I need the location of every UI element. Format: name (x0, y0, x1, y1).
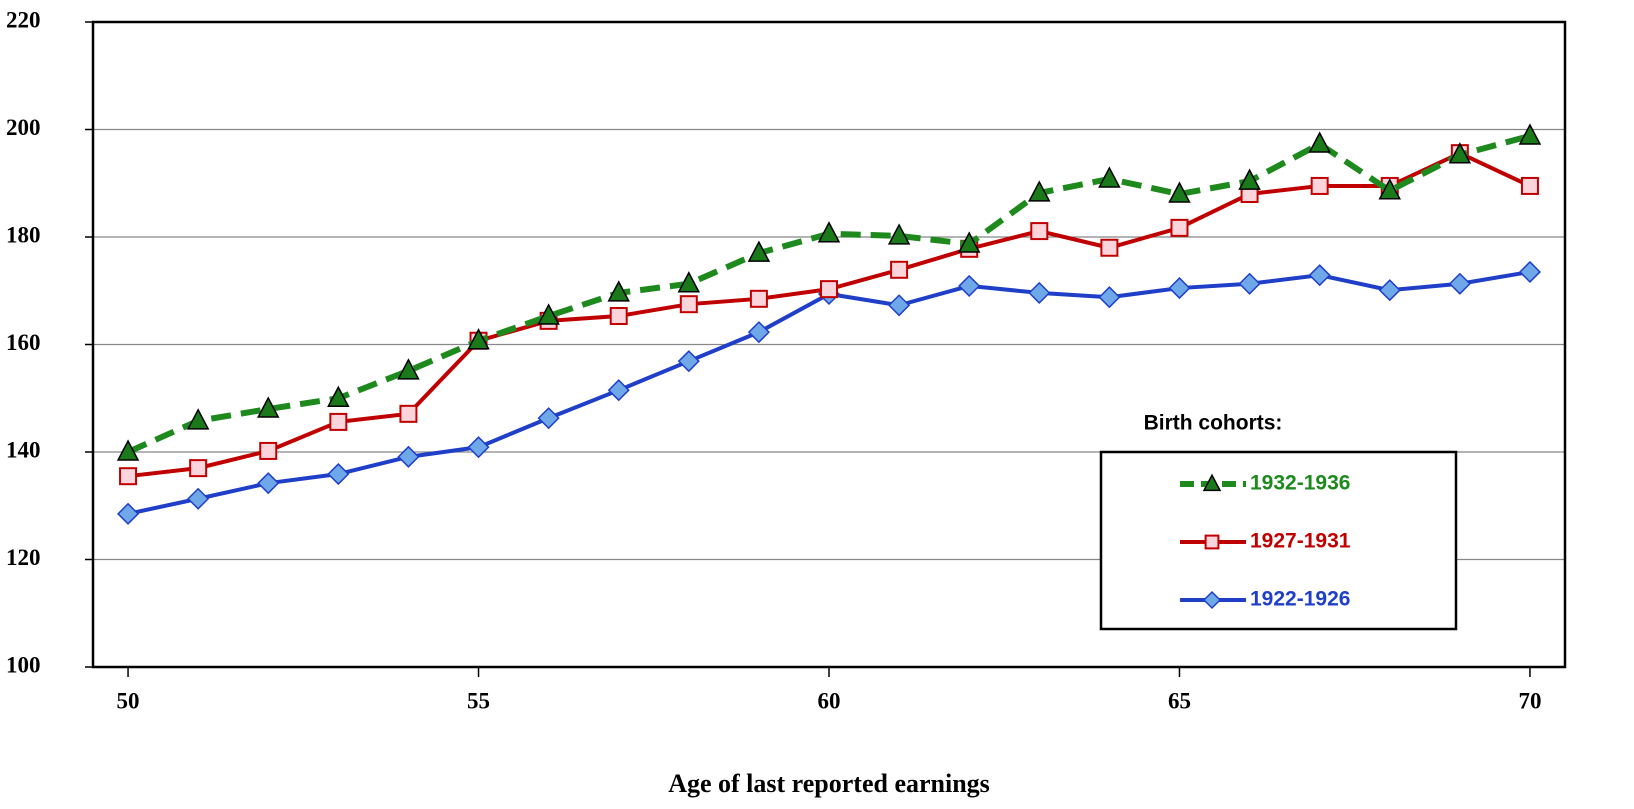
legend-label: 1927-1931 (1250, 530, 1351, 553)
marker (399, 404, 418, 423)
marker (747, 321, 770, 344)
x-tick-label: 70 (1518, 688, 1541, 713)
x-tick-label: 55 (467, 688, 490, 713)
marker (1028, 281, 1051, 304)
marker (677, 271, 701, 293)
y-tick-label: 120 (6, 545, 41, 570)
marker (119, 467, 138, 486)
marker (1170, 218, 1189, 237)
marker (467, 328, 490, 350)
legend-label: 1922-1926 (1250, 588, 1350, 611)
marker (1030, 222, 1049, 241)
plot-frame (91, 20, 1567, 669)
y-tick-label: 140 (6, 437, 41, 462)
legend-title: Birth cohorts: (1144, 412, 1283, 435)
marker (189, 459, 208, 478)
marker (957, 231, 981, 253)
marker (1310, 176, 1329, 195)
marker (817, 221, 841, 243)
y-tick-label: 180 (6, 222, 41, 247)
marker (1308, 131, 1331, 153)
marker (887, 223, 911, 245)
y-tick-label: 200 (6, 115, 41, 140)
y-tick-label: 220 (6, 7, 41, 32)
x-tick-label: 65 (1168, 688, 1191, 713)
x-tick-label: 60 (818, 688, 841, 713)
marker (958, 274, 981, 297)
marker (1098, 286, 1121, 309)
marker (1100, 238, 1119, 257)
legend-label: 1932-1936 (1250, 472, 1350, 495)
marker (259, 441, 278, 460)
marker (186, 408, 210, 430)
marker (257, 472, 280, 495)
marker (327, 385, 350, 407)
marker (890, 260, 909, 279)
y-tick-label: 160 (6, 330, 41, 355)
marker (1168, 181, 1191, 203)
marker (329, 412, 348, 431)
marker (1168, 277, 1191, 300)
marker (677, 350, 700, 373)
marker (1098, 166, 1121, 188)
marker (1308, 264, 1331, 287)
marker (607, 379, 630, 402)
x-axis-label: Age of last reported earnings (668, 769, 990, 798)
marker (1518, 123, 1542, 145)
marker (256, 396, 280, 418)
marker (1202, 590, 1222, 610)
marker (1448, 272, 1471, 295)
marker (1378, 279, 1401, 302)
marker (1378, 178, 1402, 200)
marker (327, 462, 350, 486)
marker (537, 407, 560, 430)
marker (607, 280, 630, 302)
marker (397, 445, 420, 468)
marker (116, 439, 140, 461)
marker (537, 303, 560, 325)
marker (1202, 473, 1222, 492)
marker (116, 502, 140, 525)
marker (1448, 142, 1472, 164)
marker (679, 295, 698, 314)
marker (888, 294, 911, 317)
marker (1028, 180, 1051, 202)
y-tick-label: 100 (6, 652, 41, 677)
marker (1204, 534, 1220, 550)
marker (609, 307, 628, 326)
marker (749, 289, 768, 308)
marker (1520, 176, 1539, 195)
legend-box (1099, 450, 1458, 631)
marker (1238, 272, 1261, 295)
x-tick-label: 50 (117, 688, 140, 713)
marker (747, 240, 771, 262)
marker (187, 487, 210, 510)
marker (467, 436, 490, 459)
marker (1518, 260, 1542, 283)
marker (397, 358, 420, 380)
marker (820, 280, 838, 299)
marker (1238, 168, 1261, 190)
